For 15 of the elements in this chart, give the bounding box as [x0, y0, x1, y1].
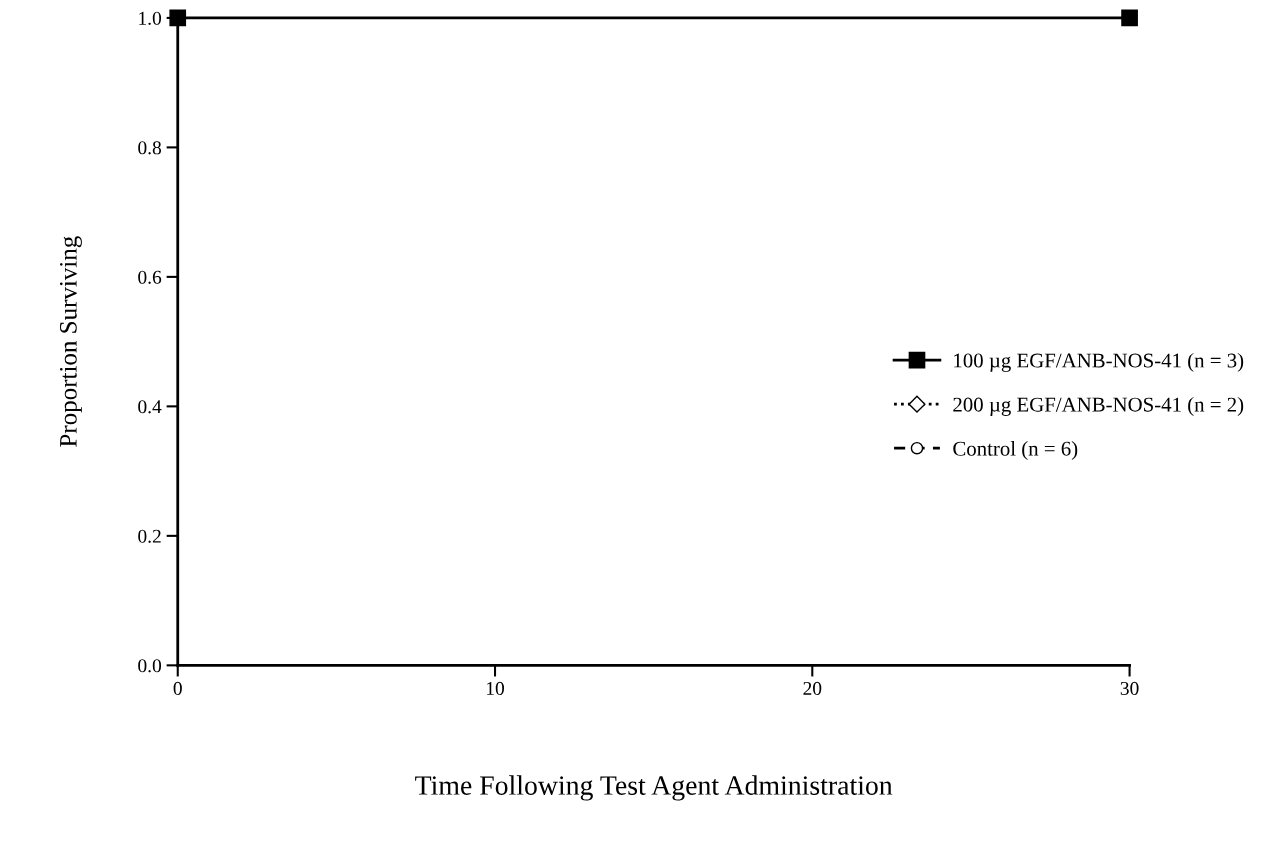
x-tick-label: 0 — [173, 681, 182, 695]
y-axis-title: Proportion Surviving — [59, 236, 82, 447]
y-tick-label: 0.2 — [138, 529, 161, 543]
y-tick-label: 1.0 — [139, 11, 162, 25]
y-tick-label: 0.4 — [138, 400, 162, 414]
x-tick-label: 10 — [487, 681, 504, 695]
legend-label: 200 µg EGF/ANB-NOS-41 (n = 2) — [953, 396, 1244, 416]
x-tick-label: 20 — [803, 681, 822, 695]
y-tick-label: 0.6 — [138, 270, 162, 284]
x-axis-title: Time Following Test Agent Administration — [415, 775, 893, 801]
x-tick-label: 30 — [1120, 681, 1139, 695]
legend-label: 100 µg EGF/ANB-NOS-41 (n = 3) — [954, 352, 1244, 372]
y-tick-label: 0.8 — [138, 141, 162, 155]
legend-label: Control (n = 6) — [953, 441, 1078, 460]
y-tick-label: 0.0 — [138, 659, 162, 673]
